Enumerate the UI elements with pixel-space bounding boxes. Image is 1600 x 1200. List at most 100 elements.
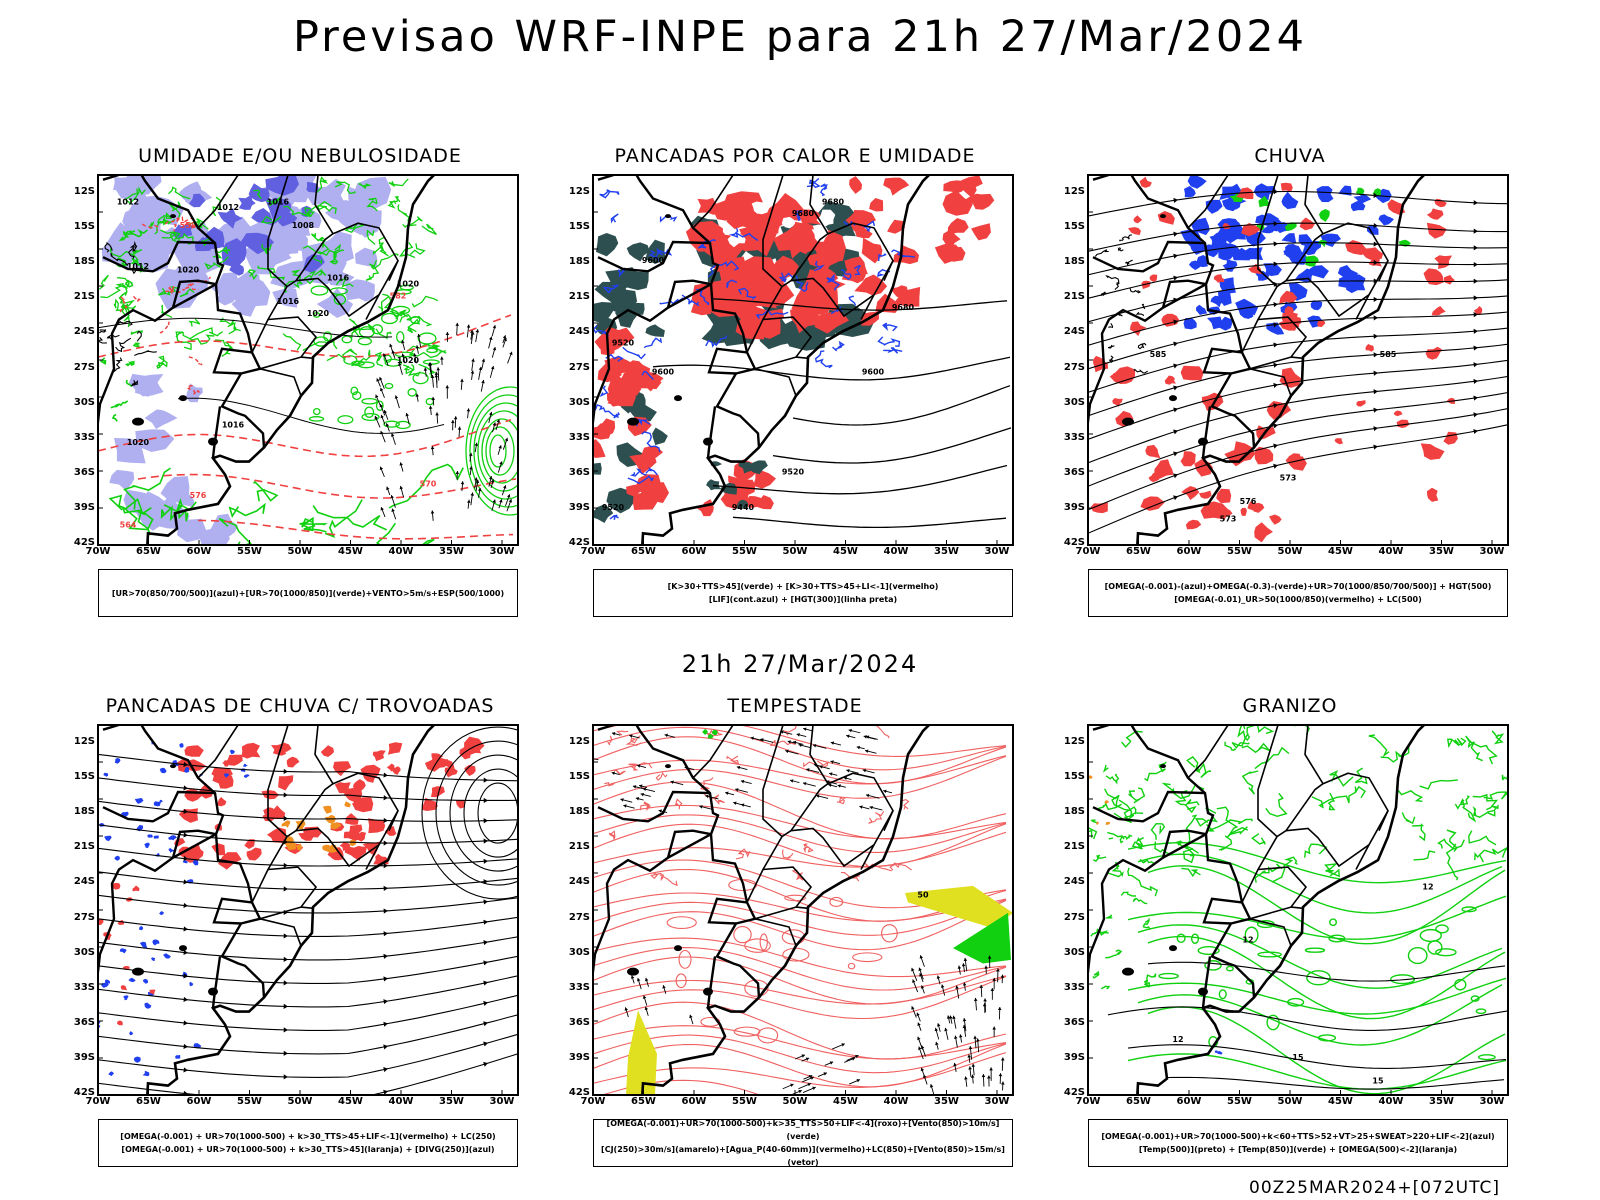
low-level-humidity-contour (473, 402, 518, 500)
lake-shape (665, 764, 671, 769)
country-border (212, 897, 253, 925)
temp850-contour (1105, 949, 1123, 959)
lon-label: 40W (388, 546, 414, 557)
country-border (102, 725, 266, 998)
streamline (421, 726, 518, 900)
streamline-arrow (489, 411, 493, 416)
rain-omega-area (1310, 300, 1323, 311)
country-border (707, 347, 748, 375)
streamline-arrow (917, 1022, 921, 1026)
streamline-arrow (483, 960, 488, 966)
temp850-contour (1454, 795, 1471, 810)
contour-label: 9680 (822, 197, 845, 206)
streamline (98, 994, 518, 1031)
streamline-arrow (632, 785, 637, 789)
temp850-contour (1401, 812, 1416, 825)
state-border (259, 316, 318, 370)
lifted-index-contour (593, 325, 609, 337)
rain-omega-area (1196, 304, 1208, 315)
lat-label: 36S (1063, 466, 1085, 478)
storm-strong-area (298, 831, 314, 841)
contour-label: 1012 (117, 197, 139, 206)
temp850-contour (1150, 822, 1166, 840)
streamline-arrow (398, 362, 402, 366)
streamline-arrow (1273, 261, 1278, 267)
low-level-humidity-contour (344, 222, 365, 233)
state-border (790, 772, 894, 868)
temp850-contour (1107, 831, 1125, 840)
divergence-area (134, 797, 144, 804)
instability-area (631, 272, 646, 285)
streamline-arrow (383, 953, 388, 959)
streamline-arrow (436, 367, 441, 371)
low-level-humidity-contour (111, 413, 118, 422)
streamline-arrow (508, 499, 513, 503)
storm-strong-area (362, 841, 382, 856)
low-level-humidity-contour (303, 270, 317, 285)
temp850-contour (1137, 924, 1503, 989)
humidity-core-area (221, 238, 247, 268)
humidity-high-area (325, 200, 355, 224)
temp850-contour (1120, 891, 1137, 897)
contour-label: 1020 (127, 438, 150, 447)
lat-label: 15S (1063, 221, 1085, 233)
instability-strong-area (947, 218, 969, 235)
divergence-area (159, 911, 164, 916)
hgt500-contour (1117, 313, 1123, 317)
streamline-arrow (471, 358, 475, 362)
pw-contour (628, 762, 653, 771)
streamline-arrow (1273, 189, 1278, 195)
low-level-humidity-contour (375, 351, 384, 367)
state-border (795, 906, 808, 909)
instability-strong-area (597, 363, 622, 383)
streamline-arrow (992, 977, 996, 981)
lon-label: 55W (732, 546, 757, 557)
storm-strong-area (199, 783, 213, 799)
pw-contour (655, 771, 668, 781)
pw-contour (593, 1052, 1007, 1088)
temp850-contour (1474, 849, 1486, 863)
pressure-contour (110, 252, 129, 267)
streamline-arrow (1473, 261, 1478, 268)
low-level-humidity-contour (361, 397, 378, 405)
low-level-humidity-contour (160, 501, 197, 522)
coastline (146, 175, 436, 545)
streamline-arrow (760, 738, 764, 742)
divergence-area (163, 953, 171, 959)
temp850-contour (1128, 787, 1146, 804)
instability-area (645, 239, 666, 264)
instability-area (593, 504, 614, 523)
low-level-humidity-contour (375, 328, 392, 340)
temp850-contour (1491, 730, 1505, 745)
streamline-arrow (383, 772, 388, 778)
lat-label: 27S (1063, 361, 1085, 373)
streamline-arrow (383, 1089, 388, 1095)
instability-area (736, 499, 749, 509)
country-border (1202, 897, 1243, 925)
streamline-arrow (829, 772, 833, 776)
state-border (1290, 906, 1303, 909)
legend-line: [UR>70(850/700/500)](azul)+[UR>70(1000/8… (111, 588, 505, 598)
low-level-humidity-contour (318, 249, 337, 263)
temp850-contour (1304, 947, 1326, 953)
humidity-high-area (128, 373, 164, 397)
state-border (300, 356, 313, 359)
lifted-index-contour (697, 239, 717, 249)
low-level-humidity-contour (124, 360, 135, 367)
streamline-arrow (1473, 362, 1478, 368)
streamline-arrow (375, 394, 379, 399)
low-level-humidity-contour (99, 357, 107, 365)
streamline-arrow (283, 1003, 288, 1009)
lat-label: 39S (1063, 501, 1085, 513)
state-border (883, 810, 894, 832)
contour-label: 12 (1422, 882, 1433, 891)
rain-omega-area (1316, 186, 1334, 203)
temp850-contour (1317, 1034, 1337, 1042)
lat-label: 15S (73, 221, 95, 233)
streamline-arrow (430, 374, 435, 379)
pw-contour (593, 755, 1007, 785)
temp850-contour (1190, 933, 1200, 944)
streamline-arrow (1473, 395, 1478, 401)
low-level-humidity-contour (123, 305, 137, 328)
country-border (1088, 283, 1207, 476)
